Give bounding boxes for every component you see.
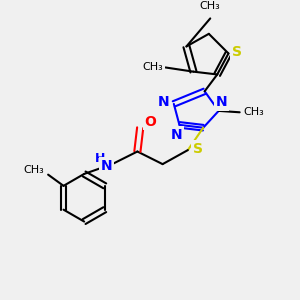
Text: H: H	[94, 152, 105, 165]
Text: S: S	[232, 45, 242, 59]
Text: O: O	[144, 115, 156, 129]
Text: S: S	[193, 142, 202, 156]
Text: N: N	[216, 95, 227, 110]
Text: CH₃: CH₃	[24, 165, 44, 176]
Text: N: N	[158, 94, 169, 109]
Text: CH₃: CH₃	[243, 107, 264, 117]
Text: CH₃: CH₃	[200, 1, 220, 11]
Text: CH₃: CH₃	[142, 62, 163, 73]
Text: N: N	[101, 158, 112, 172]
Text: N: N	[171, 128, 182, 142]
